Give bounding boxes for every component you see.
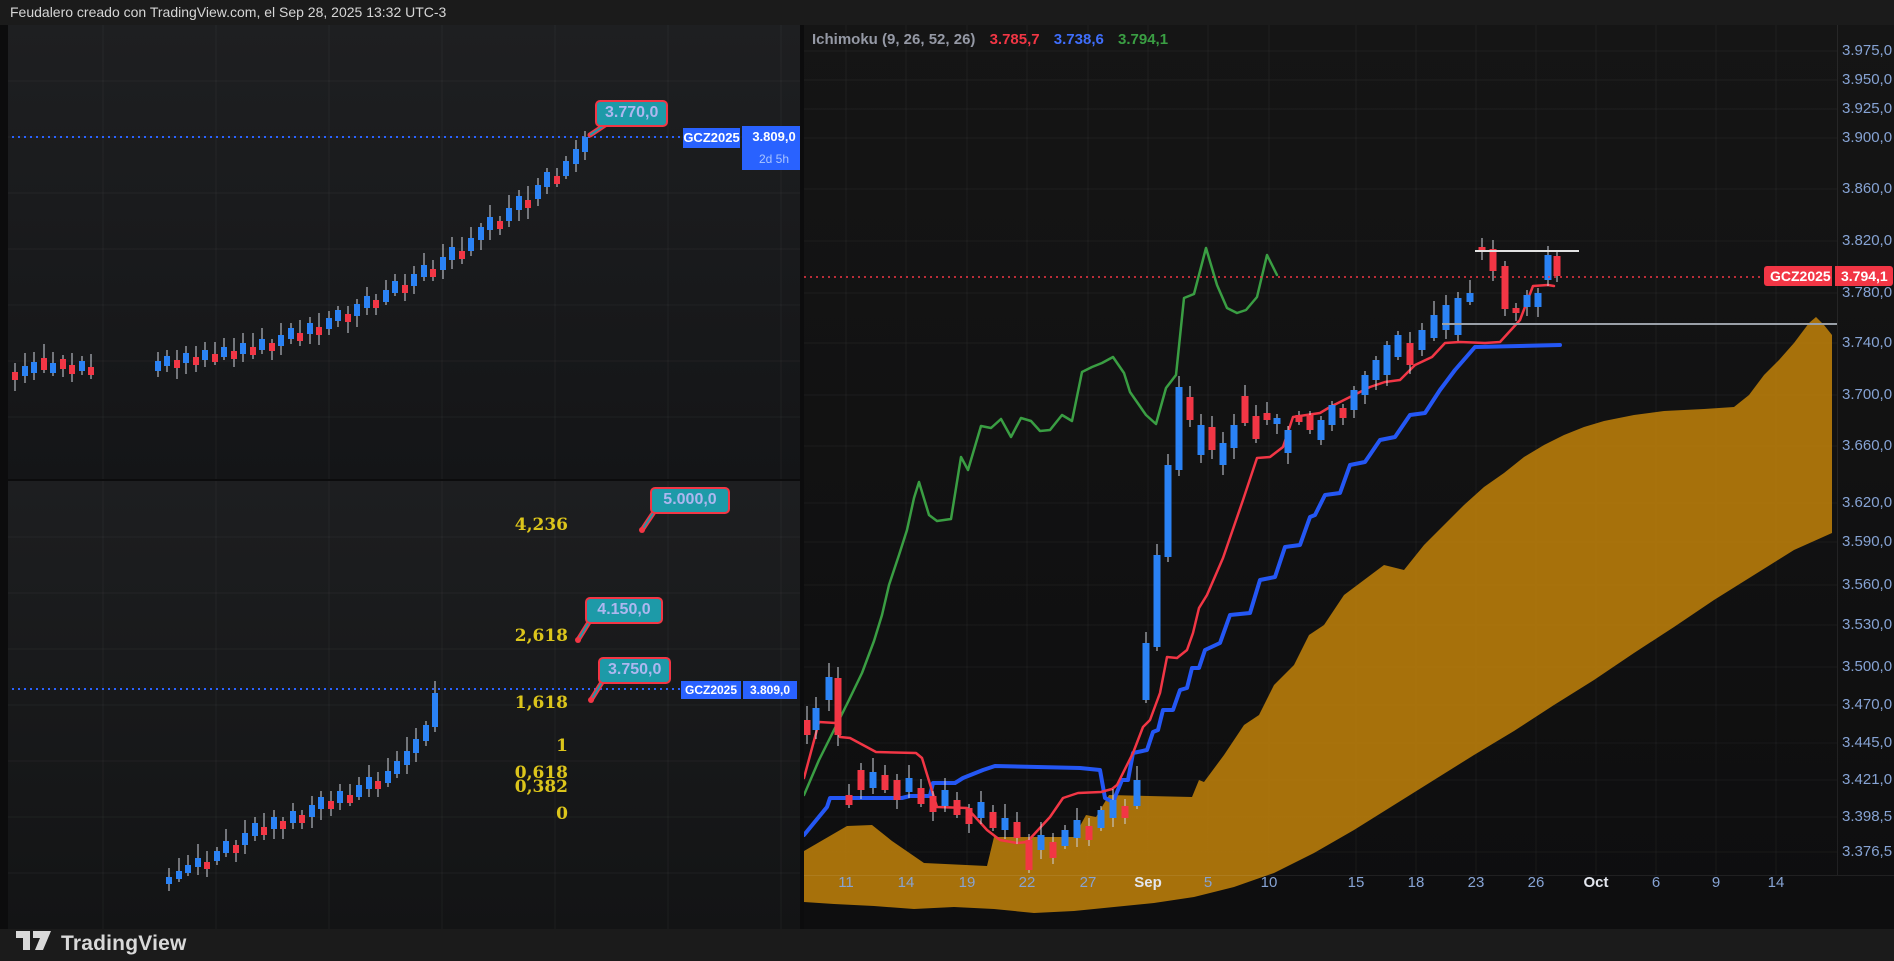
last-price-badge-bottom-left: 3.809,0 xyxy=(743,681,797,699)
price-axis-label: 3.500,0 xyxy=(1842,658,1893,675)
price-axis-label: 3.620,0 xyxy=(1842,494,1893,511)
price-axis-label: 3.470,0 xyxy=(1842,696,1893,713)
time-axis-label: 19 xyxy=(958,874,976,891)
price-axis-label: 3.590,0 xyxy=(1842,533,1893,550)
time-axis-label: Sep xyxy=(1134,874,1162,891)
tradingview-logo-icon xyxy=(16,931,51,950)
bar-countdown: 2d 5h xyxy=(758,152,790,166)
bottom-left-chart-canvas[interactable] xyxy=(8,481,800,929)
kijun-value: 3.738,6 xyxy=(1053,31,1104,48)
price-axis-separator xyxy=(1837,25,1838,875)
fib-target-callout[interactable]: 4.150,0 xyxy=(585,597,663,624)
price-axis-label: 3.445,0 xyxy=(1842,734,1893,751)
symbol-badge-label: GCZ2025 xyxy=(1770,268,1831,284)
tenkan-value: 3.785,7 xyxy=(989,31,1040,48)
price-axis-label: 3.780,0 xyxy=(1842,284,1893,301)
price-axis-label: 3.975,0 xyxy=(1842,42,1893,59)
last-price-badge-right: 3.794,1 xyxy=(1835,266,1893,286)
price-axis-label: 3.820,0 xyxy=(1842,232,1893,249)
pane-bottom-left[interactable]: GCZ2025 3.809,0 4,236 2,618 1,618 1 0,618 0,3… xyxy=(8,481,800,929)
footer-bar xyxy=(0,929,1894,961)
time-axis-label: Oct xyxy=(1583,874,1609,891)
symbol-badge-label: GCZ2025 xyxy=(683,130,740,145)
time-axis-label: 15 xyxy=(1347,874,1365,891)
price-callout-3770[interactable]: 3.770,0 xyxy=(595,100,669,127)
time-axis-label: 18 xyxy=(1407,874,1425,891)
time-axis-label: 27 xyxy=(1079,874,1097,891)
tradingview-logo-text: TradingView xyxy=(61,932,187,955)
pane-top-left[interactable]: 3.770,0 GCZ2025 3.809,0 2d 5h xyxy=(8,25,800,479)
time-axis-label: 9 xyxy=(1711,874,1721,891)
price-axis-label: 3.740,0 xyxy=(1842,334,1893,351)
time-axis-label: 14 xyxy=(897,874,915,891)
last-price-badge-top-left: 3.809,0 2d 5h xyxy=(742,126,800,170)
price-axis-label: 3.530,0 xyxy=(1842,616,1893,633)
last-price-value: 3.794,1 xyxy=(1841,268,1888,284)
chikou-value: 3.794,1 xyxy=(1118,31,1169,48)
fib-level-label: 1 xyxy=(556,736,568,756)
price-axis-label: 3.925,0 xyxy=(1842,100,1893,117)
time-axis-label: 10 xyxy=(1260,874,1278,891)
fib-level-label: 2,618 xyxy=(514,626,568,646)
price-axis-label: 3.860,0 xyxy=(1842,180,1893,197)
ichimoku-chart-canvas[interactable] xyxy=(804,25,1894,929)
symbol-badge-right: GCZ2025 xyxy=(1764,266,1832,286)
last-price-value: 3.809,0 xyxy=(749,683,791,697)
fib-level-label: 4,236 xyxy=(514,515,568,535)
price-axis-label: 3.421,0 xyxy=(1842,771,1893,788)
top-left-chart-canvas[interactable] xyxy=(8,25,800,479)
last-price-value: 3.809,0 xyxy=(752,129,796,144)
attribution-bar: Feudalero creado con TradingView.com, el… xyxy=(0,0,1894,25)
time-axis-label: 23 xyxy=(1467,874,1485,891)
fib-level-label: 1,618 xyxy=(514,693,568,713)
fib-level-label: 0,382 xyxy=(514,777,568,797)
price-callout-label: 3.770,0 xyxy=(605,104,659,121)
time-axis-label: 14 xyxy=(1767,874,1785,891)
symbol-badge-label: GCZ2025 xyxy=(684,683,738,697)
price-axis-label: 3.700,0 xyxy=(1842,386,1893,403)
time-axis-label: 6 xyxy=(1651,874,1661,891)
time-axis-label: 26 xyxy=(1527,874,1545,891)
time-axis-separator xyxy=(804,875,1894,876)
attribution-text: Feudalero creado con TradingView.com, el… xyxy=(10,4,447,20)
fib-level-label: 0,618 xyxy=(514,763,568,783)
price-axis-label: 3.560,0 xyxy=(1842,576,1893,593)
fib-target-callout[interactable]: 5.000,0 xyxy=(650,487,730,514)
time-axis-label: 11 xyxy=(838,874,854,891)
fib-level-label: 0 xyxy=(556,804,568,824)
indicator-legend[interactable]: Ichimoku (9, 26, 52, 26) 3.785,7 3.738,6… xyxy=(812,31,1168,48)
time-axis-label: 22 xyxy=(1018,874,1036,891)
price-axis-label: 3.900,0 xyxy=(1842,129,1893,146)
pane-ichimoku[interactable]: Ichimoku (9, 26, 52, 26) 3.785,7 3.738,6… xyxy=(804,25,1894,929)
price-axis-label: 3.660,0 xyxy=(1842,437,1893,454)
time-axis-label: 5 xyxy=(1203,874,1213,891)
symbol-badge-bottom-left: GCZ2025 xyxy=(681,681,741,699)
tradingview-logo[interactable]: TradingView xyxy=(16,931,187,957)
fib-target-callout[interactable]: 3.750,0 xyxy=(598,657,672,684)
price-axis-label: 3.950,0 xyxy=(1842,71,1893,88)
indicator-title: Ichimoku (9, 26, 52, 26) xyxy=(812,31,976,48)
price-axis-label: 3.376,5 xyxy=(1842,843,1893,860)
price-axis-label: 3.398,5 xyxy=(1842,808,1893,825)
symbol-badge-top-left: GCZ2025 xyxy=(683,128,740,148)
